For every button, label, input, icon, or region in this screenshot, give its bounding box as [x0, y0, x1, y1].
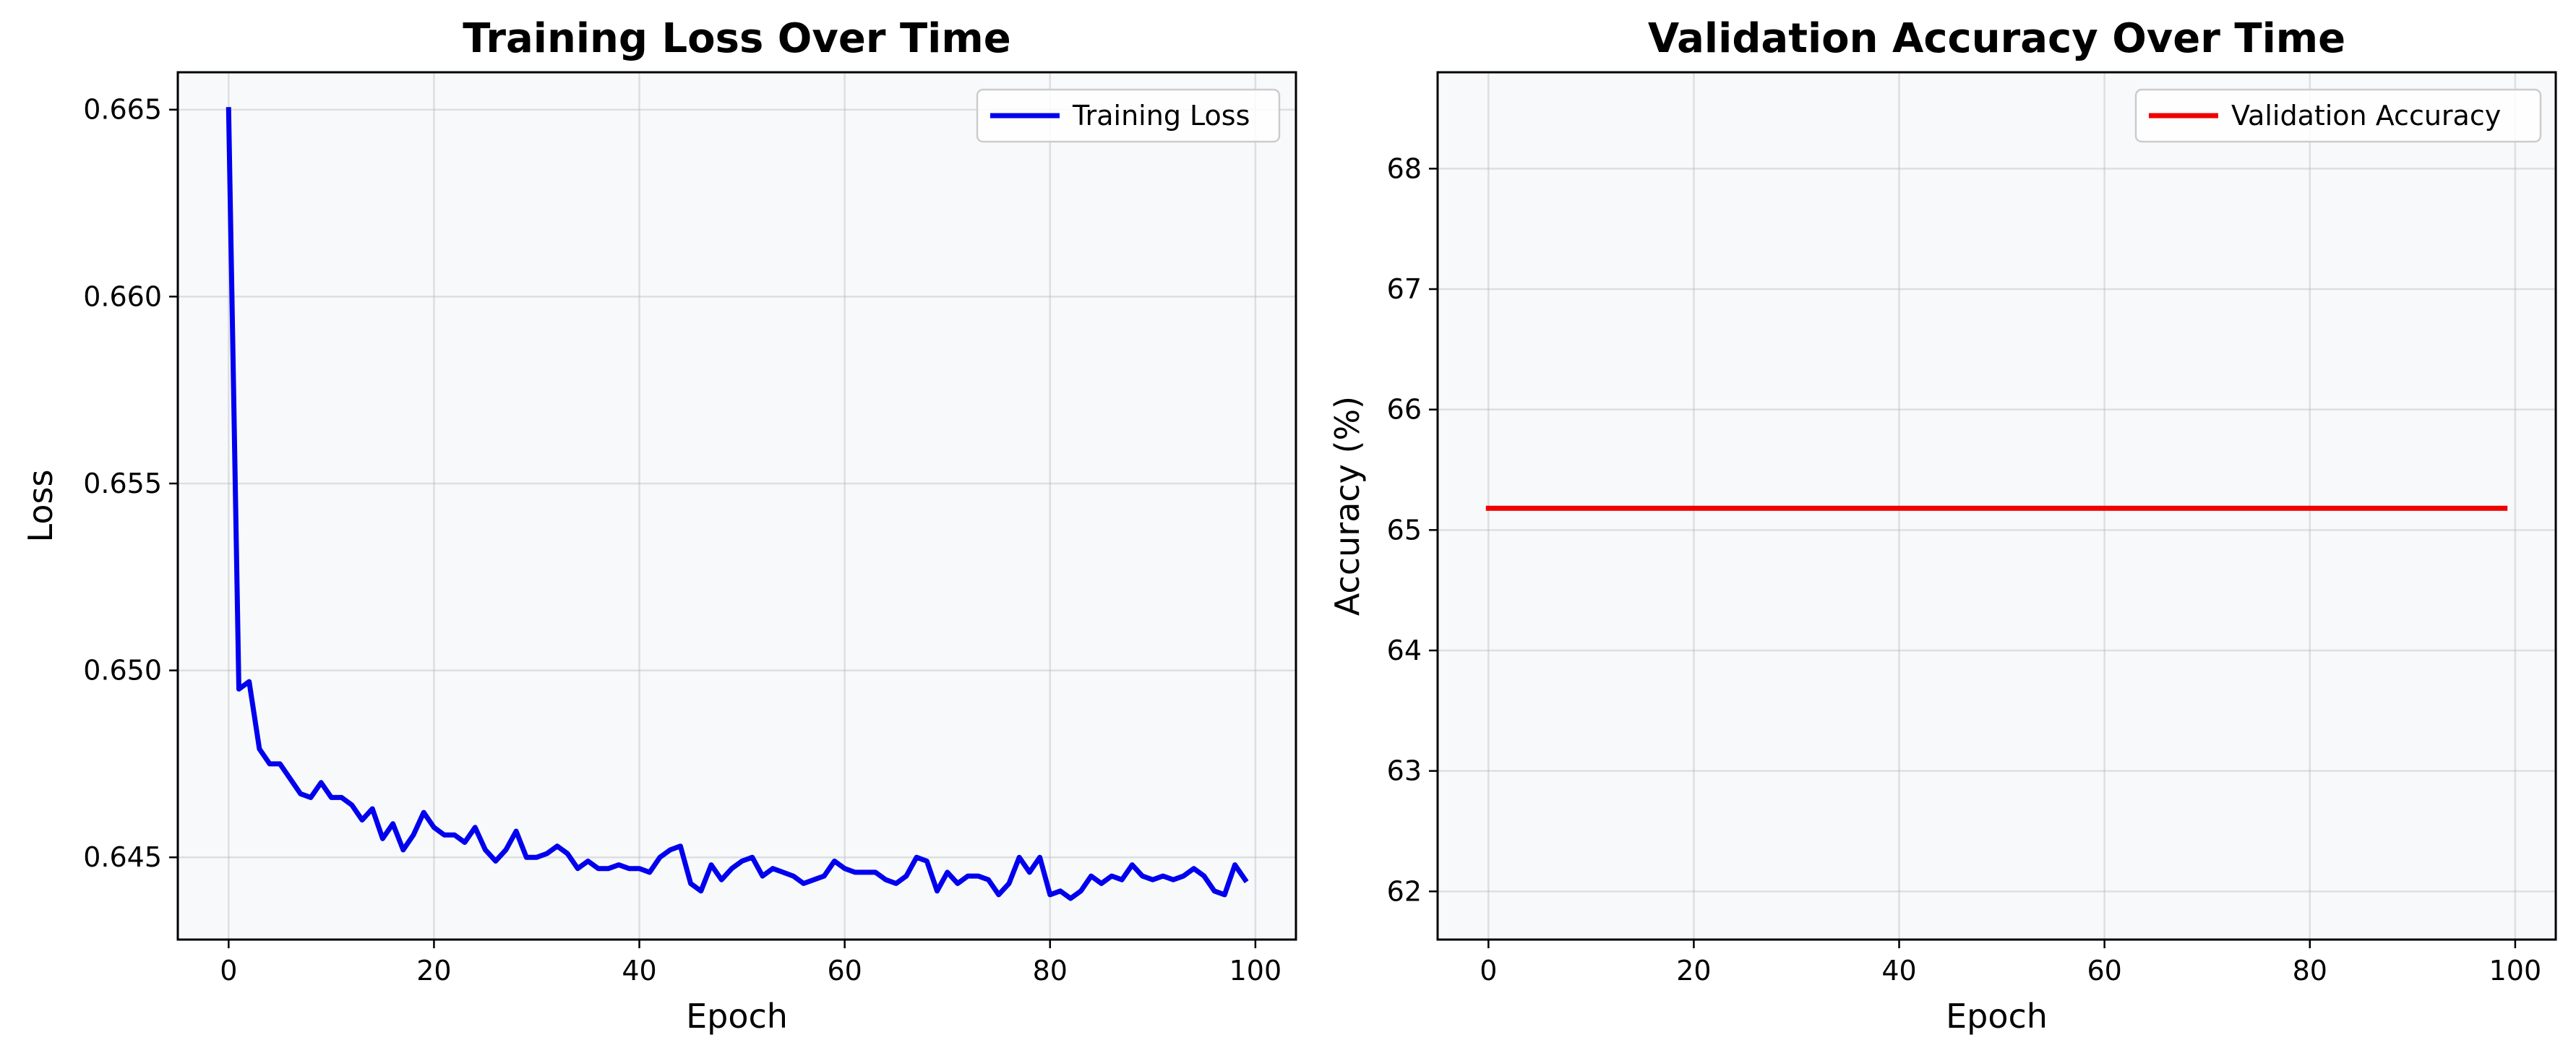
series-layer	[226, 107, 1249, 901]
axes-frame	[176, 71, 1297, 941]
y-tick-label: 63	[1387, 755, 1422, 787]
y-tick-label: 68	[1387, 153, 1422, 184]
validation-accuracy-chart: 0 20 40 60 80 100 62 63 64 65 66 67 68 Validation Ac…	[1328, 15, 2557, 1036]
series-line-training-loss	[226, 107, 1249, 901]
x-tick-label: 60	[2087, 955, 2121, 987]
x-tick-label: 0	[220, 955, 237, 987]
axes-frame	[1436, 71, 2557, 941]
y-tick-label: 65	[1387, 514, 1422, 546]
y-tick-label: 62	[1387, 875, 1422, 907]
y-tick-label: 0.660	[83, 280, 162, 312]
y-axis-label: Loss	[21, 470, 60, 543]
chart-title: Training Loss Over Time	[463, 15, 1010, 62]
legend-label-validation-accuracy: Validation Accuracy	[2231, 100, 2501, 132]
grid	[178, 72, 1296, 940]
y-tick-label: 66	[1387, 394, 1422, 426]
y-tick-label: 0.665	[83, 94, 162, 126]
x-tick-label: 80	[1033, 955, 1068, 987]
x-tick-label: 20	[1676, 955, 1711, 987]
plot-area	[178, 72, 1296, 940]
y-tick-label: 0.650	[83, 655, 162, 687]
x-tick-label: 0	[1480, 955, 1497, 987]
legend-box	[2134, 88, 2542, 143]
legend: Training Loss	[976, 88, 1281, 143]
x-tick-label: 60	[827, 955, 862, 987]
ticks: 0 20 40 60 80 100 0.645 0.650 0.655 0.660 0.665	[83, 94, 1281, 987]
chart-title: Validation Accuracy Over Time	[1648, 15, 2345, 62]
x-tick-label: 20	[416, 955, 451, 987]
y-tick-label: 0.645	[83, 841, 162, 873]
y-axis-label: Accuracy (%)	[1328, 396, 1367, 616]
legend: Validation Accuracy	[2134, 88, 2542, 143]
x-axis-label: Epoch	[1946, 997, 2048, 1036]
x-axis-label: Epoch	[686, 997, 788, 1036]
training-loss-chart: 0 20 40 60 80 100 0.645 0.650 0.655 0.660 0.665 Tr…	[21, 15, 1297, 1036]
legend-box	[976, 88, 1281, 143]
x-tick-label: 100	[1229, 955, 1282, 987]
ticks: 0 20 40 60 80 100 62 63 64 65 66 67 68	[1387, 153, 2542, 987]
x-tick-label: 40	[622, 955, 656, 987]
x-tick-label: 80	[2293, 955, 2327, 987]
y-tick-label: 64	[1387, 635, 1422, 666]
x-tick-label: 100	[2489, 955, 2542, 987]
y-tick-label: 67	[1387, 273, 1422, 305]
y-tick-label: 0.655	[83, 468, 162, 499]
x-tick-label: 40	[1881, 955, 1916, 987]
legend-label-training-loss: Training Loss	[1072, 100, 1250, 132]
